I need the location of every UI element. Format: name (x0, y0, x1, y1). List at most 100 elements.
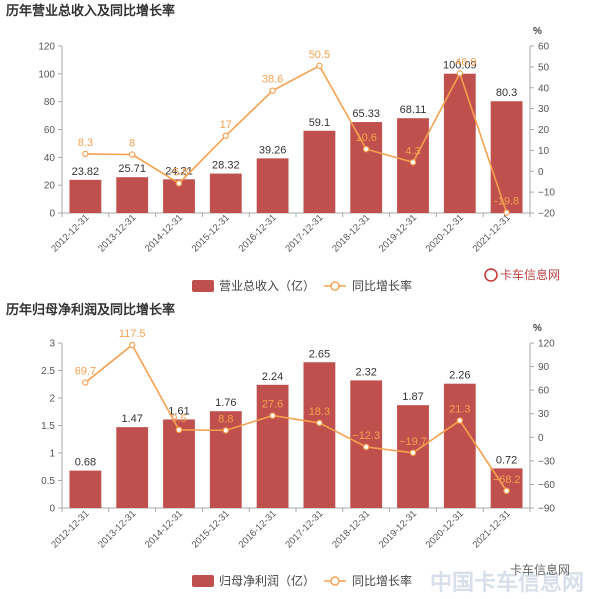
right-tick-label: 30 (538, 104, 550, 115)
left-tick-label: 3 (49, 339, 55, 350)
growth-point (222, 132, 229, 139)
growth-point (128, 151, 136, 158)
bar (163, 419, 195, 508)
growth-point (409, 449, 417, 456)
right-tick-label: 0 (538, 167, 544, 178)
bar (443, 383, 476, 508)
bar (69, 179, 102, 213)
bar (256, 158, 289, 213)
left-tick-label: 2 (49, 394, 55, 405)
right-tick-label: −20 (538, 209, 555, 220)
right-tick-label: 60 (538, 386, 550, 397)
right-tick-label: −10 (538, 188, 555, 199)
growth-value-label: 27.6 (262, 399, 283, 411)
x-tick-label: 2017-12-31 (283, 212, 325, 254)
right-axis-unit: % (533, 323, 542, 334)
growth-point (316, 419, 323, 427)
bar (397, 405, 429, 508)
x-tick-label: 2020-12-31 (424, 508, 466, 550)
legend-bar-label: 归母净利润（亿） (219, 573, 315, 588)
x-tick-label: 2018-12-31 (330, 508, 372, 550)
growth-point (269, 87, 276, 94)
right-tick-label: −60 (538, 480, 555, 491)
growth-value-label: 117.5 (119, 328, 146, 340)
growth-point (456, 70, 463, 77)
growth-line (84, 343, 508, 492)
growth-point (363, 443, 370, 451)
bar-value-label: 0.68 (75, 457, 96, 469)
growth-point (269, 412, 276, 419)
left-tick-label: 120 (38, 42, 55, 53)
growth-value-label: 46.9 (455, 56, 476, 68)
bar-value-label: 23.82 (72, 166, 100, 178)
right-axis-unit: % (533, 26, 542, 37)
growth-value-label: −12.3 (352, 430, 380, 442)
x-tick-label: 2015-12-31 (190, 508, 232, 550)
watermark-bottom-small: 卡车信息网 (510, 562, 570, 577)
x-tick-label: 2016-12-31 (237, 212, 279, 254)
right-tick-label: 120 (538, 339, 555, 350)
bar (303, 130, 336, 213)
x-tick-label: 2014-12-31 (143, 508, 185, 550)
growth-value-label: -19.8 (494, 196, 519, 208)
growth-point (503, 487, 510, 495)
growth-value-label: 21.3 (449, 404, 470, 416)
x-tick-label: 2014-12-31 (143, 212, 185, 254)
x-tick-label: 2013-12-31 (96, 508, 138, 550)
bar-value-label: 2.24 (262, 371, 283, 383)
growth-value-label: 8.3 (78, 137, 93, 149)
right-tick-label: 30 (538, 409, 550, 420)
bar-value-label: 1.47 (121, 413, 142, 425)
growth-point (175, 180, 183, 187)
bar (116, 427, 149, 508)
right-tick-label: 0 (538, 433, 544, 444)
growth-value-label: 9.5 (171, 413, 186, 425)
x-tick-label: 2020-12-31 (424, 212, 466, 254)
watermark-top: 卡车信息网 (484, 267, 560, 282)
bar-value-label: 65.33 (352, 108, 380, 120)
right-tick-label: 90 (538, 362, 550, 373)
growth-point (82, 150, 89, 158)
left-tick-label: 80 (44, 97, 56, 108)
legend-line-marker (330, 281, 340, 291)
watermark-bottom-big: 中国卡车信息网 (430, 570, 584, 596)
legend-bar-swatch (192, 280, 214, 292)
growth-value-label: −19.7 (399, 436, 427, 448)
growth-value-label: -5.8 (170, 166, 189, 178)
right-tick-label: 10 (538, 146, 550, 157)
x-tick-label: 2012-12-31 (49, 508, 91, 550)
bar (209, 173, 242, 213)
growth-point (456, 417, 463, 424)
x-tick-label: 2019-12-31 (377, 508, 419, 550)
bar-value-label: 80.3 (496, 87, 517, 99)
growth-point (503, 209, 510, 216)
chart1-title: 历年营业总收入及同比增长率 (6, 3, 175, 19)
bar-value-label: 59.1 (309, 117, 330, 129)
growth-value-label: 4.3 (405, 145, 420, 157)
bar (490, 101, 523, 213)
growth-point (316, 62, 323, 70)
legend-line-marker (330, 576, 340, 586)
growth-value-label: −68.2 (493, 474, 521, 486)
bar (397, 118, 429, 213)
bar-value-label: 2.65 (309, 348, 330, 360)
left-tick-label: 0.5 (41, 476, 55, 487)
growth-point (363, 145, 370, 153)
x-tick-label: 2018-12-31 (330, 212, 372, 254)
bar-value-label: 1.87 (402, 391, 423, 403)
bar-value-label: 1.61 (168, 405, 189, 417)
watermark-top-text: 卡车信息网 (500, 267, 560, 282)
bar (116, 177, 149, 213)
x-tick-label: 2021-12-31 (471, 508, 513, 550)
bar-value-label: 2.32 (355, 366, 376, 378)
right-tick-label: 60 (538, 42, 550, 53)
growth-value-label: 17 (220, 119, 232, 131)
growth-point (409, 159, 417, 166)
growth-value-label: 8 (129, 138, 135, 150)
right-tick-label: −30 (538, 456, 555, 467)
bar (350, 122, 383, 213)
right-tick-label: −90 (538, 504, 555, 515)
left-tick-label: 1 (49, 449, 55, 460)
truck-logo-icon (484, 268, 498, 282)
left-tick-label: 1.5 (41, 421, 55, 432)
